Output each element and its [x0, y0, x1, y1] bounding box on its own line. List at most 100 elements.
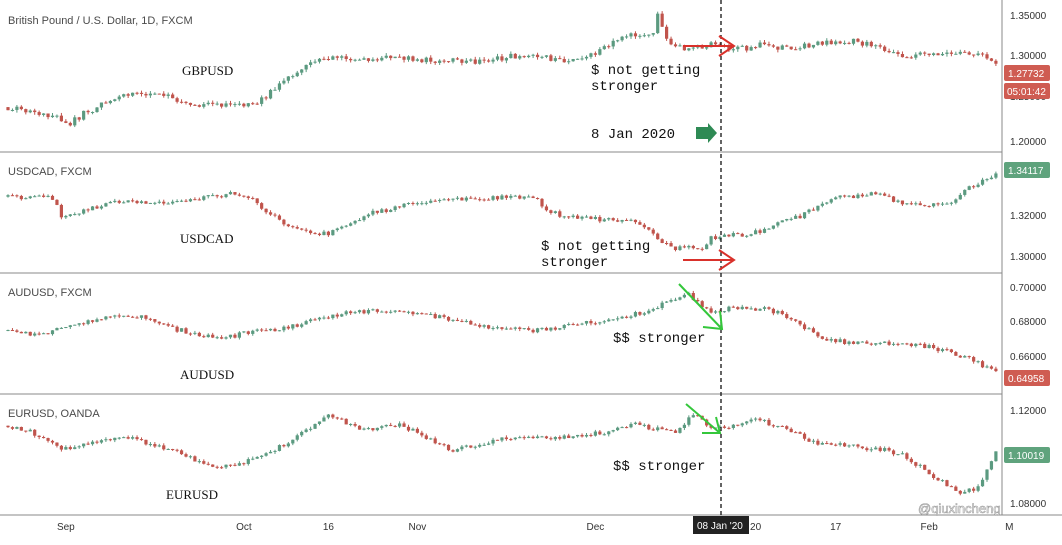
candle: [669, 243, 673, 247]
candle: [309, 230, 313, 234]
candle: [629, 423, 633, 428]
candle: [64, 121, 68, 123]
candle: [193, 104, 197, 106]
candle: [286, 443, 290, 447]
candle: [487, 60, 491, 62]
candle: [166, 203, 170, 205]
candle: [967, 356, 971, 358]
candle: [789, 428, 793, 433]
candle: [856, 194, 860, 199]
candle: [736, 307, 740, 310]
green-arrow-icon: [685, 403, 722, 434]
candle: [433, 314, 437, 319]
candle: [153, 202, 157, 204]
candle: [10, 109, 15, 111]
last-price-usdcad: 1.34117: [1008, 166, 1044, 177]
candle: [291, 76, 295, 78]
candle: [665, 301, 669, 303]
candle: [940, 480, 945, 482]
candle: [95, 319, 99, 322]
candle: [122, 437, 126, 439]
candle: [620, 427, 624, 429]
candle: [46, 333, 50, 335]
candle: [718, 44, 722, 46]
candle: [500, 56, 504, 61]
candle: [802, 212, 807, 219]
candle: [989, 177, 994, 180]
candle: [642, 35, 646, 37]
candle: [233, 192, 237, 195]
candle: [544, 55, 549, 57]
candle: [264, 208, 268, 213]
candle: [362, 310, 366, 314]
candle: [798, 48, 802, 50]
annotation-cad-line2: stronger: [541, 255, 608, 271]
candle: [469, 59, 473, 61]
candle: [518, 437, 522, 439]
candle: [994, 451, 998, 462]
candle: [384, 311, 388, 313]
candle: [406, 56, 411, 60]
candle: [273, 89, 277, 91]
candle: [816, 440, 820, 445]
candle: [936, 53, 940, 56]
candle: [380, 311, 384, 313]
price-tick: 1.20000: [1010, 137, 1047, 148]
candle: [891, 196, 896, 202]
candle: [972, 488, 976, 491]
candle: [335, 228, 339, 231]
candle: [255, 329, 259, 331]
candle: [246, 103, 250, 107]
candle: [331, 314, 335, 319]
candle: [682, 424, 686, 428]
candle: [473, 59, 477, 64]
candle: [393, 206, 397, 210]
candle: [758, 230, 762, 233]
candle: [389, 209, 393, 212]
right-arrow-icon: [696, 123, 717, 143]
candle: [576, 215, 580, 219]
candle: [816, 332, 820, 337]
candle: [211, 464, 215, 467]
candle: [638, 312, 642, 315]
candle: [224, 103, 228, 107]
candle: [789, 46, 793, 50]
candle: [82, 209, 86, 214]
candle: [86, 209, 90, 211]
candle: [304, 321, 308, 325]
candle: [362, 58, 366, 60]
candle: [980, 53, 985, 55]
candle: [518, 56, 522, 59]
candle: [117, 96, 121, 100]
candle: [558, 58, 562, 60]
candle: [233, 464, 237, 466]
candle: [464, 197, 468, 201]
candle: [687, 417, 691, 425]
candle: [291, 226, 295, 228]
candle: [357, 425, 362, 430]
candle: [37, 435, 41, 438]
candle: [415, 59, 419, 61]
candle: [28, 110, 32, 113]
candle: [607, 218, 611, 220]
candle: [696, 299, 700, 302]
candle: [304, 429, 308, 432]
candle: [954, 53, 958, 55]
candle: [851, 195, 856, 199]
candle: [135, 92, 139, 94]
candle: [798, 215, 802, 219]
candle: [291, 439, 295, 444]
candle: [994, 173, 998, 178]
candle: [629, 316, 633, 318]
candle: [513, 195, 517, 197]
candle: [820, 443, 824, 445]
candle: [313, 319, 317, 321]
pane-title-eurusd: EURUSD, OANDA: [8, 408, 100, 420]
candle: [469, 445, 473, 448]
candle: [740, 423, 744, 426]
candle: [215, 466, 219, 468]
candle: [487, 443, 491, 445]
candle: [255, 456, 259, 459]
candle: [647, 424, 651, 430]
candle: [153, 319, 157, 322]
